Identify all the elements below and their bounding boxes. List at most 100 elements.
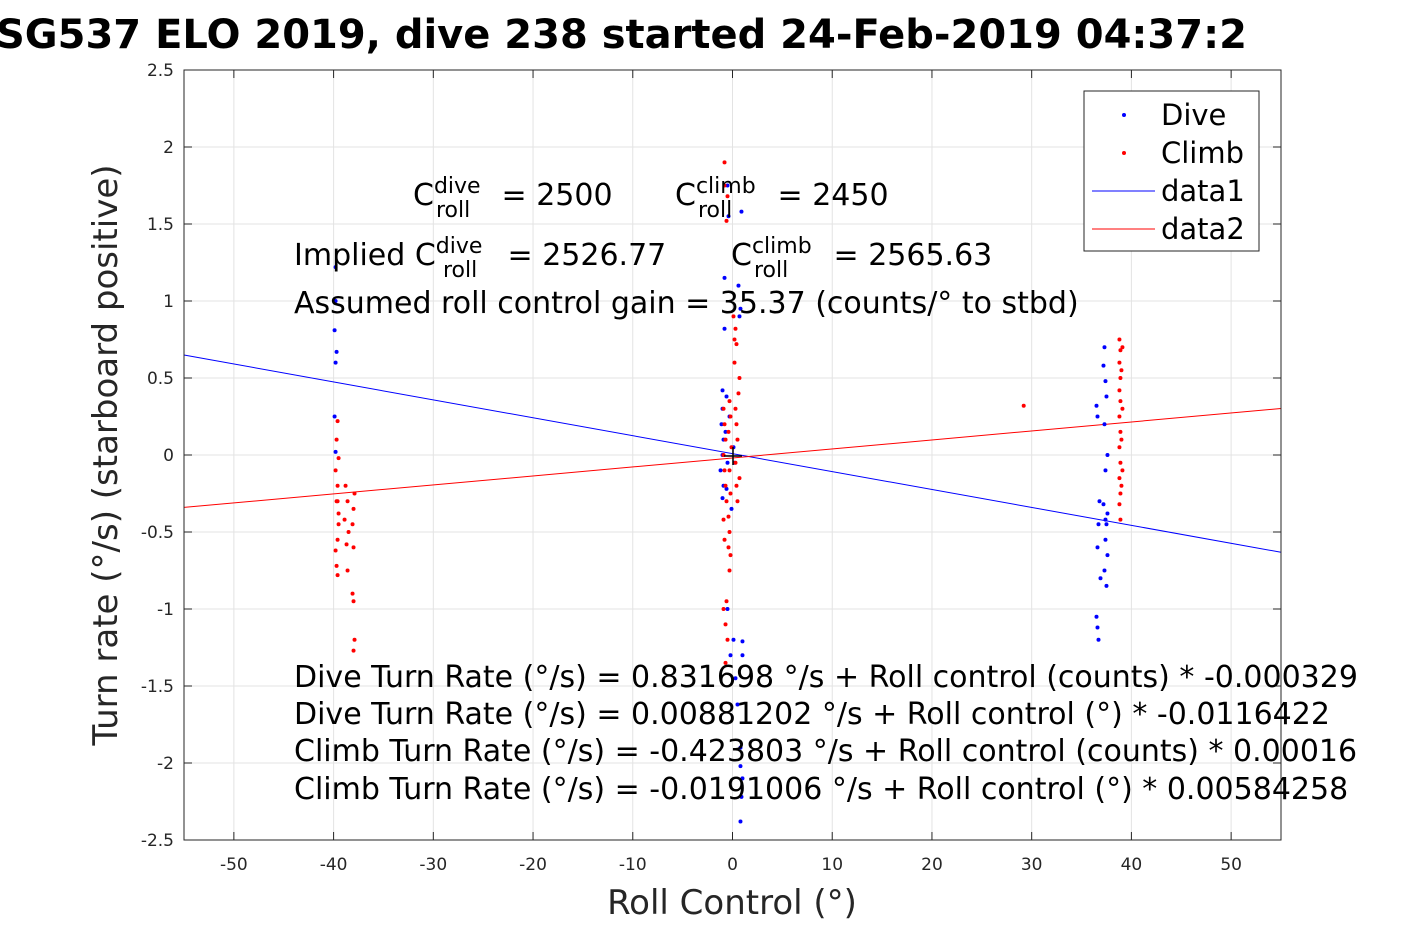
dive-point [1101,502,1106,507]
y-tick-label: -2 [157,754,174,774]
dive-point [1094,403,1099,408]
dive-point [720,388,725,393]
dive-point [1095,545,1100,550]
scatter-points [332,160,1125,824]
climb-point [334,437,339,442]
climb-point [352,637,357,642]
annotation-c-climb-pre: C [675,178,696,213]
dive-point [1104,394,1109,399]
dive-point [1104,583,1109,588]
climb-point [1117,476,1122,481]
y-tick-label: 0 [163,446,174,466]
legend-data1-label: data1 [1161,174,1245,208]
climb-point [336,522,341,527]
annotation-c-dive: Cdive roll = 2500 [413,174,613,223]
climb-point [728,414,733,419]
climb-point [728,491,733,496]
climb-point [351,506,356,511]
dive-point [738,306,743,311]
climb-point [731,314,736,319]
annotation-implied-climb: Cclimb roll = 2565.63 [731,234,992,283]
annotation-c-dive-value: = 2500 [492,178,613,213]
dive-point [1105,453,1110,457]
y-tick-label: 1 [163,292,174,312]
climb-point [1117,360,1122,365]
dive-point [1103,517,1108,522]
climb-point [1118,491,1123,496]
climb-point [343,483,348,488]
dive-point [1095,414,1100,419]
y-tick-label: -1 [157,600,174,620]
climb-point [1119,437,1124,442]
annotation-implied-dive: Implied Cdive roll = 2526.77 [294,234,666,283]
climb-point [734,483,739,488]
climb-point [726,429,731,434]
legend-box [1083,90,1260,252]
climb-point [732,360,737,365]
climb-point [1118,429,1123,434]
annotation-equation-4: Climb Turn Rate (°/s) = -0.0191006 °/s +… [294,772,1348,807]
annotation-implied-dive-sup: dive [436,234,483,259]
x-tick-label: 30 [1021,855,1043,875]
x-tick-label: -30 [419,855,447,875]
climb-point [734,342,739,347]
dive-point [739,794,744,799]
dive-point [738,745,743,750]
annotations: Cdive roll = 2500 Cclimb roll = 2450 Impli… [294,174,1358,807]
climb-point [737,476,742,481]
climb-point [734,422,739,427]
x-tick-label: -10 [619,855,647,875]
dive-point [1103,379,1108,384]
dive-point [725,460,730,465]
climb-point [1118,399,1123,404]
climb-point [722,468,727,473]
dive-point [722,326,727,331]
climb-point [721,517,726,522]
climb-point [344,542,349,547]
climb-point [333,548,338,553]
climb-point [728,553,733,558]
dive-point [722,275,727,280]
dive-point [333,299,338,303]
climb-point [336,456,341,461]
climb-point [350,522,355,527]
dive-point [1103,468,1108,473]
dive-point [1095,625,1100,630]
climb-point [1120,345,1125,350]
climb-point [733,326,738,331]
annotation-c-dive-sup: dive [434,174,481,199]
dive-point [739,209,744,214]
dive-point [1096,522,1101,527]
climb-point [722,537,727,542]
dive-point [737,314,742,319]
climb-point [725,194,730,199]
dive-point [334,349,339,354]
climb-point [724,599,729,604]
climb-point [351,648,356,653]
climb-point [725,637,730,642]
x-tick-label: 0 [727,855,738,875]
climb-point [721,607,726,611]
dive-point [1102,422,1107,427]
annotation-c-dive-pre: C [413,178,434,213]
x-tick-label: 40 [1121,855,1143,875]
center-marker [724,447,742,465]
climb-point [732,337,737,342]
dive-point [738,764,743,769]
dive-point [332,414,337,419]
climb-point [1118,376,1123,380]
climb-point [1118,517,1123,522]
dive-point [724,486,729,491]
legend-data2-label: data2 [1161,212,1245,246]
x-axis-label: Roll Control (°) [607,883,857,923]
x-axis-ticks: -50 -40 -30 -20 -10 0 10 20 30 40 50 [220,70,1242,875]
climb-point [335,483,340,488]
climb-point [334,563,339,568]
climb-point [727,468,732,473]
y-tick-label: 2.5 [147,61,174,81]
dive-point [726,214,731,219]
dive-point [740,653,745,658]
annotation-implied-climb-value: = 2565.63 [824,238,992,273]
